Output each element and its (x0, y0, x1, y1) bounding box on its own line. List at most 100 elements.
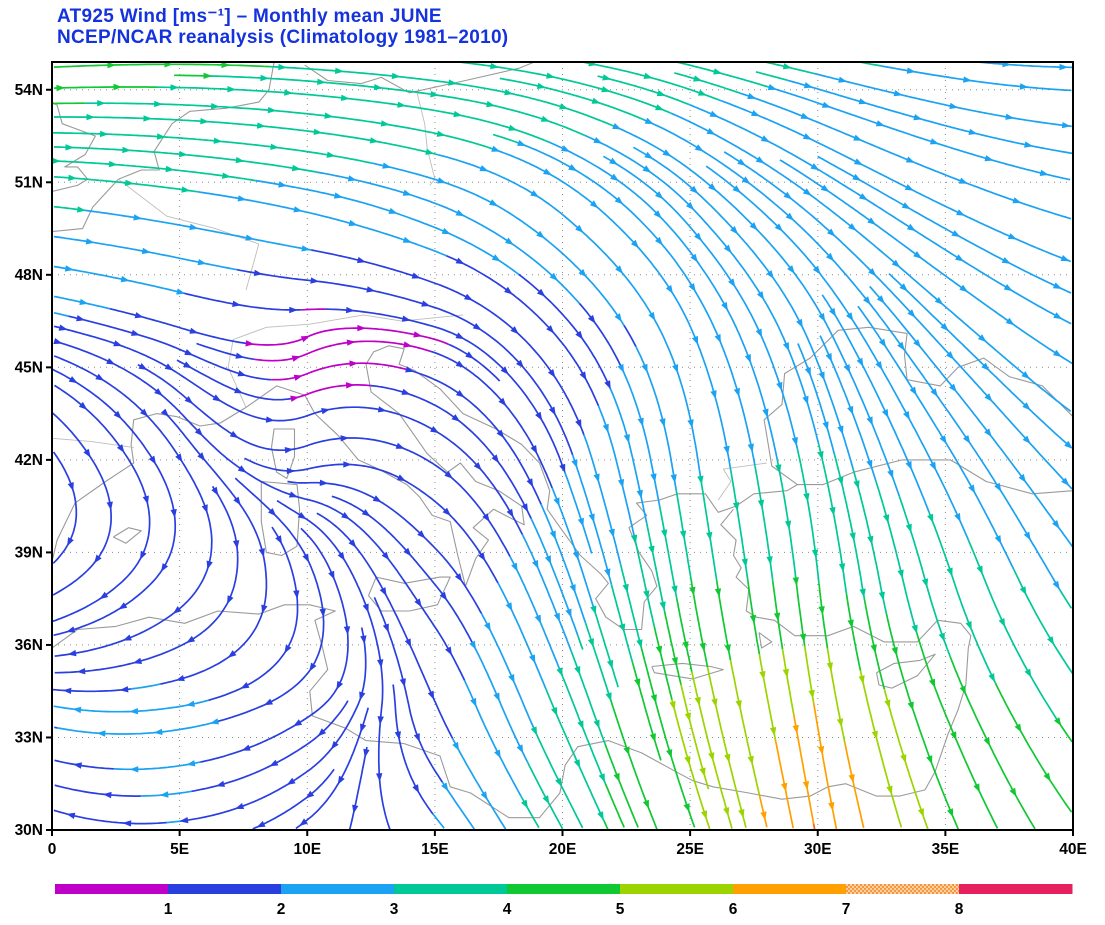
streamline-arrowhead-icon (593, 473, 600, 483)
streamline-arrowhead-icon (956, 209, 966, 216)
streamline-arrowhead-icon (643, 590, 650, 600)
streamline-arrowhead-icon (377, 406, 387, 413)
streamline-arrowhead-icon (211, 486, 219, 496)
streamline-arrowhead-icon (164, 363, 174, 371)
streamline-arrowhead-icon (927, 513, 934, 523)
streamline (779, 159, 1073, 365)
streamline-arrowhead-icon (119, 686, 129, 693)
borders-layer (52, 92, 767, 501)
streamline-arrowhead-icon (343, 626, 351, 635)
streamline-arrowhead-icon (133, 214, 143, 221)
streamline-arrowhead-icon (733, 387, 740, 397)
streamline-arrowhead-icon (630, 239, 639, 249)
streamline-arrowhead-icon (1022, 402, 1031, 411)
streamline-arrowhead-icon (402, 189, 412, 196)
streamline-arrowhead-icon (66, 812, 76, 819)
streamline-arrowhead-icon (572, 551, 579, 561)
colorbar-segment (507, 884, 621, 894)
streamline-arrowhead-icon (963, 76, 972, 83)
streamline-arrowhead-icon (235, 156, 245, 164)
streamline-arrowhead-icon (141, 247, 151, 255)
streamline-arrowhead-icon (747, 755, 754, 765)
streamline-arrowhead-icon (66, 626, 76, 633)
streamline-arrowhead-icon (335, 67, 344, 74)
streamlines-layer (52, 62, 1073, 830)
streamline-arrowhead-icon (97, 100, 106, 107)
gridlines-layer (52, 62, 1073, 830)
streamline-arrowhead-icon (782, 63, 792, 70)
streamline-arrowhead-icon (686, 201, 695, 211)
streamline-arrowhead-icon (200, 118, 209, 125)
streamline-arrowhead-icon (977, 334, 987, 343)
streamline-arrowhead-icon (613, 772, 620, 782)
streamline-arrowhead-icon (116, 444, 125, 453)
streamline-arrowhead-icon (553, 612, 560, 622)
streamline-arrowhead-icon (333, 192, 343, 199)
streamline-arrowhead-icon (394, 731, 401, 741)
streamline-arrowhead-icon (866, 459, 873, 469)
streamline-arrowhead-icon (741, 558, 748, 568)
streamline-arrowhead-icon (829, 506, 836, 516)
streamline-arrowhead-icon (1059, 63, 1068, 71)
streamline (52, 408, 268, 694)
streamline-arrowhead-icon (222, 172, 231, 179)
streamline-arrowhead-icon (464, 293, 473, 301)
streamline-arrowhead-icon (118, 602, 128, 610)
streamline-arrowhead-icon (377, 659, 384, 668)
streamline-arrowhead-icon (691, 335, 699, 345)
streamline-arrowhead-icon (288, 491, 298, 498)
streamline-arrowhead-icon (756, 291, 765, 300)
streamline-arrowhead-icon (792, 577, 799, 586)
streamline-arrowhead-icon (227, 595, 234, 605)
streamline (54, 700, 349, 799)
streamline-arrowhead-icon (905, 156, 915, 163)
streamline-arrowhead-icon (1061, 477, 1070, 486)
streamline-arrowhead-icon (77, 206, 86, 213)
streamline-arrowhead-icon (232, 540, 240, 549)
colorbar-label: 5 (616, 901, 625, 918)
streamline-arrowhead-icon (153, 728, 163, 735)
streamline-arrowhead-icon (655, 236, 663, 246)
streamline (53, 265, 593, 554)
streamline-arrowhead-icon (714, 588, 722, 598)
chart-title-line1: AT925 Wind [ms⁻¹] – Monthly mean JUNE (57, 6, 442, 27)
streamline-arrowhead-icon (853, 480, 860, 490)
streamline-arrowhead-icon (395, 442, 405, 449)
streamline-arrowhead-icon (140, 408, 149, 417)
streamline-arrowhead-icon (179, 817, 189, 824)
streamline-arrowhead-icon (1053, 349, 1062, 357)
streamline (287, 479, 584, 829)
x-tick-label: 15E (421, 841, 449, 858)
streamline-arrowhead-icon (602, 74, 612, 81)
streamline-arrowhead-icon (802, 133, 812, 140)
colorbar-label: 3 (390, 901, 399, 918)
streamline-arrowhead-icon (148, 455, 156, 465)
streamline-arrowhead-icon (270, 143, 279, 150)
streamline-arrowhead-icon (454, 573, 463, 582)
streamline-arrowhead-icon (380, 120, 390, 127)
streamline (316, 512, 507, 830)
streamline-arrowhead-icon (79, 298, 89, 305)
streamline-arrowhead-icon (504, 89, 514, 96)
streamline-arrowhead-icon (767, 84, 777, 91)
streamline-arrowhead-icon (108, 160, 118, 168)
streamline-arrowhead-icon (884, 699, 891, 709)
streamline-arrowhead-icon (286, 467, 296, 475)
y-tick-label: 30N (15, 822, 43, 839)
streamline-arrowhead-icon (781, 782, 788, 792)
y-tick-label: 36N (15, 637, 43, 654)
streamline-arrowhead-icon (968, 128, 978, 135)
streamline-arrowhead-icon (451, 414, 461, 422)
coastline-path (52, 345, 798, 631)
streamline-arrowhead-icon (201, 504, 208, 514)
streamline-arrowhead-icon (430, 91, 440, 98)
streamline-arrowhead-icon (984, 155, 994, 162)
streamline-arrowhead-icon (186, 760, 196, 767)
streamline-arrowhead-icon (1019, 586, 1027, 596)
streamline-arrowhead-icon (587, 638, 594, 648)
streamline-arrowhead-icon (245, 340, 255, 347)
streamline-arrowhead-icon (324, 112, 334, 119)
streamline-arrowhead-icon (577, 720, 584, 730)
streamline-arrowhead-icon (1019, 83, 1029, 90)
